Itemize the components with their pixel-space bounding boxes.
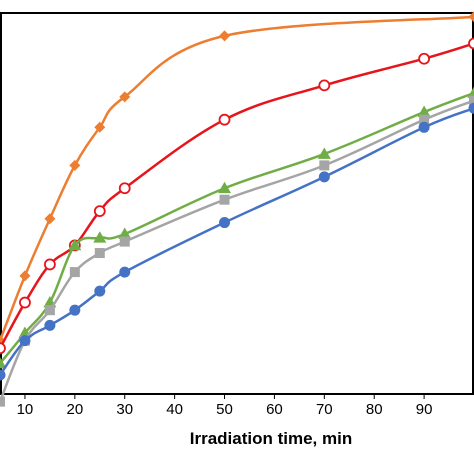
data-point — [44, 319, 56, 331]
data-point — [94, 248, 105, 259]
data-point — [69, 267, 80, 278]
plot-border — [0, 12, 474, 395]
x-tick-label: 70 — [316, 401, 333, 418]
data-point — [468, 11, 474, 23]
data-point — [44, 213, 56, 225]
series-0 — [0, 11, 474, 347]
data-point — [218, 113, 231, 126]
x-axis-title: Irradiation time, min — [190, 429, 352, 448]
data-point — [93, 231, 107, 243]
data-point — [19, 296, 31, 309]
x-tick-label: 20 — [66, 401, 83, 418]
data-point — [0, 369, 6, 381]
series-line — [0, 91, 474, 365]
data-point — [318, 79, 331, 92]
data-point — [219, 194, 230, 205]
x-tick-label: 30 — [116, 401, 133, 418]
data-point — [418, 52, 431, 65]
data-point — [119, 91, 131, 103]
series-1 — [0, 37, 474, 355]
data-point — [468, 37, 474, 50]
x-tick-label: 80 — [366, 401, 383, 418]
data-point — [93, 205, 106, 218]
data-point — [119, 236, 130, 247]
data-point — [44, 305, 55, 316]
x-tick-label: 60 — [266, 401, 283, 418]
data-point — [219, 30, 231, 42]
data-point — [118, 227, 132, 239]
data-point — [69, 304, 81, 316]
data-point — [417, 105, 431, 117]
data-point — [319, 160, 330, 171]
data-point — [119, 266, 131, 278]
data-point — [43, 258, 56, 271]
x-tick-label: 10 — [17, 401, 34, 418]
data-point — [218, 181, 232, 194]
data-point — [419, 114, 430, 125]
data-point — [318, 171, 330, 183]
data-point — [118, 182, 131, 195]
data-point — [468, 102, 474, 114]
x-tick-label: 90 — [416, 401, 433, 418]
data-point — [317, 147, 331, 159]
x-tick-label: 50 — [216, 401, 233, 418]
data-point — [19, 335, 31, 347]
data-point — [467, 86, 474, 98]
data-point — [19, 270, 31, 282]
x-tick-label: 40 — [166, 401, 183, 418]
data-point — [0, 396, 5, 407]
data-point — [68, 238, 82, 251]
series-4 — [0, 102, 474, 381]
data-point — [0, 342, 6, 355]
data-point — [94, 285, 106, 297]
data-point — [418, 121, 430, 133]
data-point — [469, 95, 474, 106]
data-point — [94, 121, 106, 133]
data-point — [219, 217, 231, 229]
data-point — [69, 159, 81, 171]
